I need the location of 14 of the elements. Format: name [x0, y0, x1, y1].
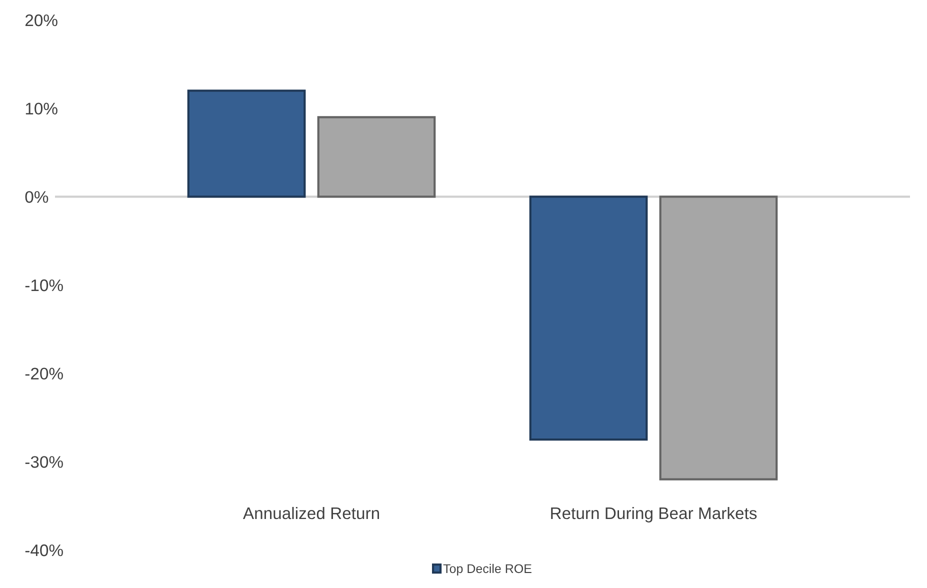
y-tick-label: 10%: [26, 102, 58, 115]
bar: [317, 116, 436, 198]
y-tick-label: 20%: [25, 14, 58, 26]
bar: [187, 90, 306, 198]
y-tick-label: 0%: [25, 191, 48, 203]
y-tick-label: -20%: [25, 368, 63, 380]
y-tick-label: -10%: [25, 279, 63, 292]
x-tick-label: Return During Bear Markets: [551, 506, 757, 522]
bar: [529, 196, 648, 441]
bar: [659, 196, 778, 480]
y-tick-label: -30%: [25, 456, 63, 468]
x-tick-label: Annualized Return: [242, 506, 379, 520]
legend-label: Top Decile ROE: [443, 564, 532, 576]
y-tick-label: -40%: [25, 544, 63, 556]
